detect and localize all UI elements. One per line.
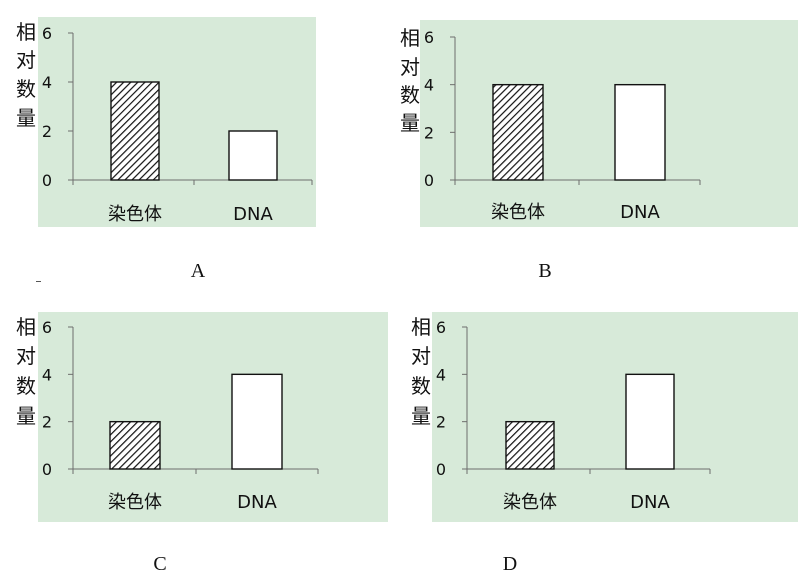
- plot-background: [432, 312, 798, 522]
- bar-dna: [228, 130, 278, 181]
- bar-chart-a: 0 2 4 6 染色体 DNA: [42, 24, 313, 225]
- bar-chart-b: 0 2 4 6 染色体 DNA: [424, 28, 701, 223]
- panel-label-b: B: [538, 260, 552, 282]
- panel-a: 相 对 数 量 0 2 4 6 染色体 DNA A: [0, 0, 400, 290]
- x-category-label: 染色体: [491, 202, 545, 223]
- panel-label-d: D: [502, 553, 518, 575]
- y-tick-label: 6: [42, 24, 52, 43]
- y-tick-label: 6: [42, 318, 52, 337]
- y-axis-label-char-2: 对: [16, 344, 36, 368]
- y-axis-label-char-1: 相: [411, 315, 431, 339]
- y-tick-label: 4: [42, 365, 52, 384]
- stray-dash-mark: [36, 281, 41, 282]
- y-tick-label: 0: [424, 171, 434, 190]
- y-tick-label: 0: [42, 171, 52, 190]
- y-axis-label-char-1: 相: [16, 20, 36, 44]
- x-category-label: DNA: [237, 492, 277, 513]
- y-tick-label: 4: [424, 76, 434, 95]
- panel-label-c: C: [153, 553, 167, 575]
- y-axis-label-char-2: 对: [400, 55, 420, 79]
- y-tick-label: 0: [42, 460, 52, 479]
- y-tick-label: 2: [42, 122, 52, 141]
- bar-dna: [625, 373, 675, 470]
- bar-chromosome: [492, 83, 544, 181]
- y-axis-label-char-3: 数: [411, 374, 431, 398]
- x-category-label: DNA: [620, 202, 660, 223]
- panel-b: 相 对 数 量 0 2 4 6 染色体 DNA B: [0, 0, 800, 290]
- bar-chromosome: [109, 420, 161, 470]
- x-category-label: 染色体: [503, 492, 557, 513]
- y-tick-label: 0: [436, 460, 446, 479]
- panel-c: 相 对 数 量 0 2 4 6 染色体 DNA C: [16, 312, 388, 575]
- bar-chromosome: [505, 420, 555, 470]
- y-tick-label: 2: [42, 413, 52, 432]
- x-category-label: DNA: [630, 492, 670, 513]
- y-axis-label-char-4: 量: [400, 111, 420, 135]
- bar-dna: [231, 373, 283, 470]
- y-axis-label-char-2: 对: [16, 48, 36, 72]
- y-tick-label: 4: [42, 73, 52, 92]
- bar-chromosome: [110, 81, 160, 181]
- x-category-label: 染色体: [108, 492, 162, 513]
- y-axis-label-char-2: 对: [411, 344, 431, 368]
- y-axis-label-char-3: 数: [16, 77, 36, 101]
- plot-background: [38, 17, 316, 227]
- x-category-label: DNA: [233, 204, 273, 225]
- x-category-label: 染色体: [108, 204, 162, 225]
- y-tick-label: 6: [436, 318, 446, 337]
- bar-chart-c: 0 2 4 6 染色体 DNA: [42, 318, 319, 513]
- y-axis-label-char-3: 数: [16, 374, 36, 398]
- y-axis-label-char-4: 量: [16, 404, 36, 428]
- y-tick-label: 4: [436, 365, 446, 384]
- y-axis-label-char-4: 量: [411, 404, 431, 428]
- y-axis-label-char-1: 相: [16, 315, 36, 339]
- y-tick-label: 6: [424, 28, 434, 47]
- y-tick-label: 2: [424, 123, 434, 142]
- y-axis-label-char-3: 数: [400, 83, 420, 107]
- y-axis-label-char-1: 相: [400, 26, 420, 50]
- y-axis-label-char-4: 量: [16, 106, 36, 130]
- plot-background: [38, 312, 388, 522]
- plot-background: [420, 20, 798, 227]
- bar-dna: [614, 83, 666, 181]
- panel-label-a: A: [190, 260, 206, 282]
- y-tick-label: 2: [436, 413, 446, 432]
